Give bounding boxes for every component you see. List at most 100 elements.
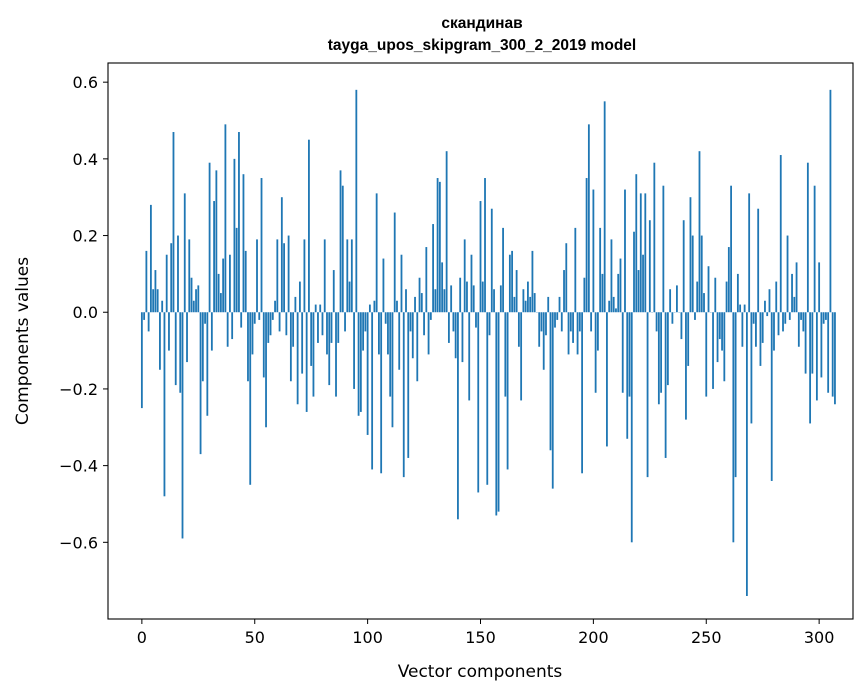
bar (371, 312, 374, 470)
bar (594, 312, 597, 393)
bar (450, 285, 453, 313)
bar (310, 312, 313, 366)
bar (495, 312, 498, 516)
bar (655, 312, 658, 332)
bar (743, 304, 746, 313)
bar (348, 281, 351, 313)
bar (265, 312, 267, 428)
bar (694, 312, 696, 320)
bar (745, 312, 748, 596)
bar (517, 312, 520, 347)
bar (274, 300, 276, 313)
bar (472, 285, 475, 313)
bar (646, 312, 649, 478)
x-tick-label: 100 (352, 628, 383, 647)
bar (407, 312, 410, 458)
bar (730, 185, 732, 313)
bar (549, 312, 552, 451)
bar (308, 139, 310, 313)
bar (244, 250, 247, 313)
bar (736, 273, 739, 313)
bar (660, 312, 663, 393)
bar (425, 247, 428, 313)
bar (420, 293, 423, 313)
bar (251, 312, 254, 355)
bar (601, 273, 604, 313)
bar (280, 197, 283, 313)
bar (475, 312, 477, 328)
bar (188, 239, 191, 313)
bar (276, 239, 279, 313)
bar (298, 281, 301, 313)
bar (818, 262, 821, 313)
bar (639, 193, 642, 313)
bar (438, 181, 441, 313)
bar (292, 312, 295, 347)
bar (581, 312, 583, 474)
bar (590, 312, 593, 332)
bar (606, 312, 608, 447)
bar (423, 312, 425, 336)
bar (427, 312, 430, 355)
bar (470, 254, 473, 313)
bar (680, 312, 683, 340)
bar (764, 300, 766, 313)
bar (375, 193, 378, 313)
bar (574, 227, 577, 313)
x-tick-label: 250 (691, 628, 722, 647)
bar (339, 170, 342, 313)
bar (168, 312, 170, 351)
bar (795, 262, 798, 313)
bar (479, 201, 482, 313)
bar (156, 289, 159, 313)
chart-subtitle: tayga_upos_skipgram_300_2_2019 model (328, 37, 636, 54)
bar (199, 312, 202, 455)
bar (712, 312, 714, 389)
bar (648, 220, 651, 313)
bar (321, 312, 324, 336)
bar (628, 312, 631, 397)
bar (608, 300, 611, 313)
bar (714, 277, 717, 313)
bar (452, 312, 455, 332)
bar (748, 193, 751, 313)
bar (231, 312, 234, 340)
bar (312, 312, 315, 397)
y-tick-label: 0.4 (73, 150, 98, 169)
y-tick-label: −0.4 (59, 457, 98, 476)
y-tick-label: −0.6 (59, 533, 98, 552)
bar (278, 312, 281, 332)
bar (560, 312, 563, 332)
x-tick-label: 200 (578, 628, 609, 647)
bar (739, 304, 742, 313)
bar (676, 285, 678, 313)
bar (323, 239, 326, 313)
bar (289, 312, 292, 382)
bar (398, 312, 401, 370)
bar (793, 296, 796, 313)
bar (621, 312, 624, 393)
bar (463, 239, 466, 313)
bar (723, 312, 726, 382)
bar (183, 193, 186, 313)
bar (831, 312, 834, 397)
bar (416, 312, 419, 382)
bar (179, 312, 182, 393)
bar (752, 312, 755, 324)
bar (140, 312, 143, 409)
bar (687, 312, 690, 366)
bar (414, 296, 416, 313)
bar (786, 235, 789, 313)
bar (490, 208, 493, 313)
bar (262, 312, 265, 378)
bar (332, 270, 335, 313)
bar (707, 266, 710, 313)
bar (689, 197, 692, 313)
bar (434, 289, 437, 313)
bar (152, 289, 155, 313)
bar (685, 312, 687, 420)
bar (305, 312, 308, 412)
bar (294, 296, 297, 313)
bar (804, 312, 807, 374)
bar (766, 312, 769, 317)
